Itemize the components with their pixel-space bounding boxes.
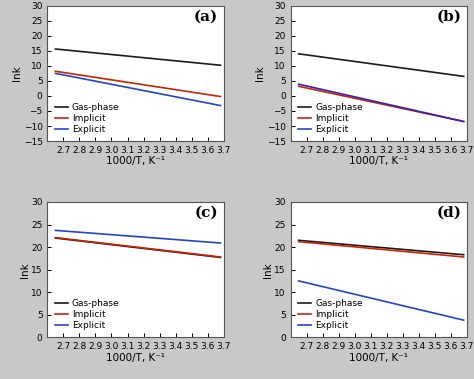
X-axis label: 1000/T, K⁻¹: 1000/T, K⁻¹ bbox=[106, 352, 165, 363]
X-axis label: 1000/T, K⁻¹: 1000/T, K⁻¹ bbox=[106, 156, 165, 166]
Y-axis label: lnk: lnk bbox=[255, 66, 265, 81]
Y-axis label: lnk: lnk bbox=[12, 66, 22, 81]
Text: (d): (d) bbox=[437, 206, 462, 220]
X-axis label: 1000/T, K⁻¹: 1000/T, K⁻¹ bbox=[349, 156, 408, 166]
Text: (c): (c) bbox=[195, 206, 219, 220]
Legend: Gas-phase, Implicit, Explicit: Gas-phase, Implicit, Explicit bbox=[295, 100, 365, 136]
X-axis label: 1000/T, K⁻¹: 1000/T, K⁻¹ bbox=[349, 352, 408, 363]
Legend: Gas-phase, Implicit, Explicit: Gas-phase, Implicit, Explicit bbox=[52, 100, 122, 136]
Legend: Gas-phase, Implicit, Explicit: Gas-phase, Implicit, Explicit bbox=[295, 297, 365, 333]
Y-axis label: lnk: lnk bbox=[19, 262, 30, 277]
Text: (a): (a) bbox=[194, 10, 219, 24]
Text: (b): (b) bbox=[437, 10, 462, 24]
Y-axis label: lnk: lnk bbox=[263, 262, 273, 277]
Legend: Gas-phase, Implicit, Explicit: Gas-phase, Implicit, Explicit bbox=[52, 297, 122, 333]
